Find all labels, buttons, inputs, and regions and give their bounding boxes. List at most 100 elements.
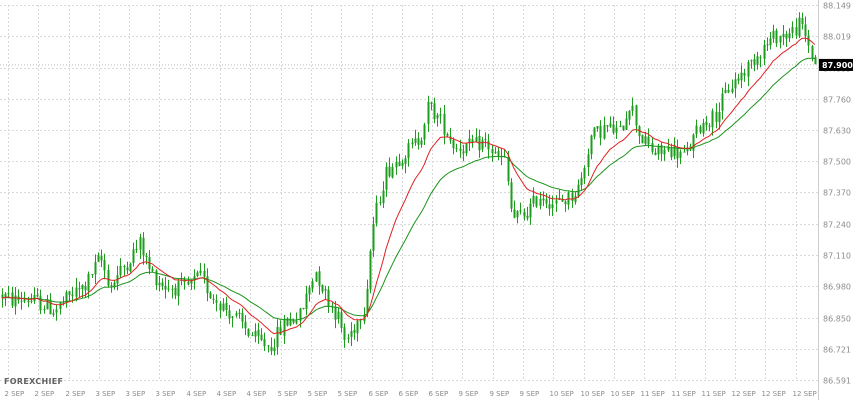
candle-body <box>43 309 46 311</box>
candle-body <box>190 279 193 284</box>
current-price-tag <box>819 58 853 71</box>
candle-body <box>356 320 359 334</box>
candle-body <box>308 287 311 295</box>
candle-body <box>359 320 362 322</box>
candle-body <box>449 136 452 141</box>
candles-layer <box>1 12 817 356</box>
candle-body <box>215 300 218 303</box>
candle-body <box>292 319 295 323</box>
candle-body <box>251 335 254 337</box>
candle-body <box>580 177 583 186</box>
x-tick-label: 10 SEP <box>611 390 635 398</box>
candle-body <box>65 292 68 303</box>
x-tick-label: 3 SEP <box>126 390 146 398</box>
y-tick-label: 86.980 <box>823 283 851 292</box>
candle-body <box>30 300 33 302</box>
candle-body <box>420 140 423 145</box>
candle-body <box>603 125 606 139</box>
candle-body <box>644 136 647 144</box>
x-tick-label: 11 SEP <box>702 390 726 398</box>
candle-body <box>7 293 10 295</box>
candle-body <box>385 166 388 190</box>
candle-body <box>625 118 628 131</box>
candle-body <box>59 302 62 310</box>
candle-body <box>462 151 465 154</box>
candle-body <box>804 24 807 37</box>
candle-body <box>763 44 766 59</box>
candle-body <box>507 156 510 182</box>
candle-body <box>532 195 535 204</box>
candle-body <box>609 123 612 127</box>
current-price-label: 87.900 <box>822 61 853 70</box>
candle-body <box>551 204 554 209</box>
candle-body <box>491 149 494 154</box>
candle-body <box>750 60 753 62</box>
candle-body <box>337 311 340 320</box>
x-tick-label: 4 SEP <box>247 390 267 398</box>
candle-body <box>577 184 580 197</box>
y-tick-label: 87.370 <box>823 189 851 198</box>
candle-body <box>39 296 42 311</box>
candle-body <box>475 137 478 142</box>
candle-body <box>75 287 78 297</box>
candle-body <box>753 59 756 65</box>
candle-body <box>343 327 346 340</box>
moving-average-slow <box>1 57 815 321</box>
candle-body <box>369 251 372 290</box>
candle-body <box>561 199 564 202</box>
candle-body <box>55 309 58 313</box>
candle-body <box>727 89 730 93</box>
candle-body <box>798 17 801 37</box>
candle-body <box>388 166 391 177</box>
candle-body <box>315 272 318 282</box>
candle-body <box>590 135 593 155</box>
candle-body <box>254 330 257 337</box>
candle-body <box>593 127 596 137</box>
candle-body <box>231 316 234 318</box>
candle-body <box>782 33 785 38</box>
candle-body <box>759 57 762 59</box>
y-tick-label: 88.019 <box>823 33 851 42</box>
candle-body <box>497 150 500 156</box>
candle-body <box>705 122 708 125</box>
candle-body <box>555 200 558 204</box>
candle-body <box>257 329 260 336</box>
candle-body <box>622 125 625 130</box>
candle-body <box>212 298 215 300</box>
candle-body <box>779 35 782 43</box>
candle-body <box>391 167 394 178</box>
candle-body <box>327 289 330 307</box>
candle-body <box>673 146 676 157</box>
candle-body <box>769 38 772 46</box>
candle-body <box>443 113 446 135</box>
candle-body <box>452 139 455 149</box>
candle-body <box>772 30 775 39</box>
candle-body <box>510 182 513 209</box>
candle-body <box>807 35 810 46</box>
candle-body <box>158 282 161 286</box>
candle-body <box>241 312 244 322</box>
candle-body <box>747 62 750 77</box>
candle-body <box>366 288 369 314</box>
candle-body <box>695 125 698 135</box>
y-tick-label: 87.760 <box>823 96 851 105</box>
candle-body <box>180 280 183 282</box>
candle-body <box>145 255 148 257</box>
candle-body <box>523 211 526 217</box>
candle-body <box>20 300 23 302</box>
candle-body <box>129 263 132 272</box>
x-tick-label: 5 SEP <box>278 390 298 398</box>
candle-body <box>142 237 145 256</box>
y-tick-label: 87.500 <box>823 158 851 167</box>
candle-body <box>379 202 382 204</box>
candle-body <box>171 288 174 290</box>
candle-body <box>196 272 199 277</box>
candle-body <box>647 136 650 145</box>
candle-body <box>663 149 666 155</box>
candle-body <box>311 281 314 289</box>
candle-body <box>535 196 538 207</box>
candle-body <box>715 111 718 122</box>
